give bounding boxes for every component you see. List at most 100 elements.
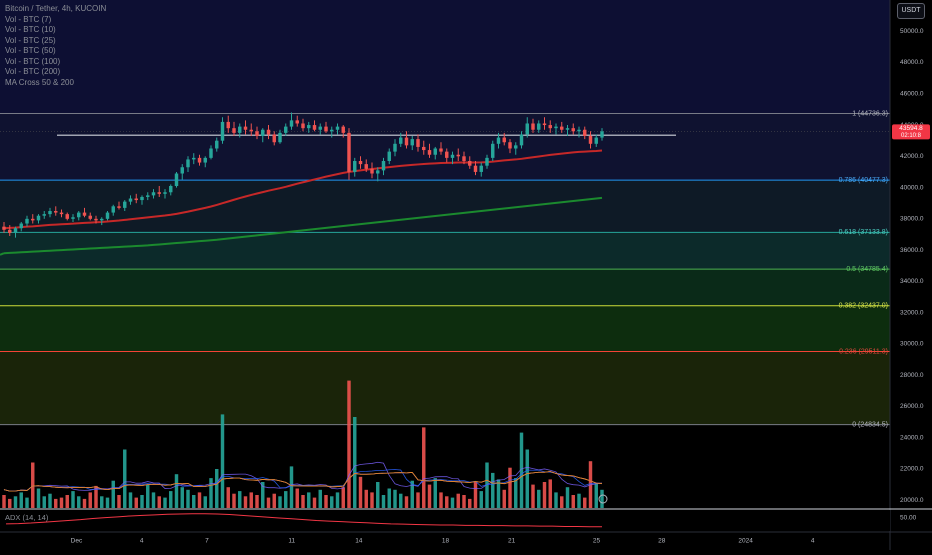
time-axis-label: 18 — [442, 538, 450, 545]
currency-button[interactable]: USDT — [897, 3, 925, 19]
volume-bar — [416, 492, 420, 508]
candle-body — [111, 206, 115, 213]
indicator-ma-cross[interactable]: MA Cross 50 & 200 — [5, 77, 74, 87]
candle-body — [82, 212, 87, 216]
volume-bar — [456, 493, 460, 508]
volume-bar — [347, 380, 351, 508]
volume-bar — [31, 462, 35, 508]
fib-level-label: 0.786 (40477.3) — [839, 177, 888, 184]
volume-bar — [370, 492, 374, 508]
candle-body — [404, 137, 409, 146]
candle-body — [600, 131, 604, 138]
volume-bar — [134, 497, 138, 508]
volume-bar — [157, 496, 161, 508]
fib-level-label: 0.236 (29511.3) — [839, 348, 888, 355]
volume-bar — [289, 466, 294, 508]
volume-bar — [140, 495, 144, 508]
candle-body — [301, 123, 305, 129]
candle-body — [169, 186, 173, 193]
candle-body — [25, 218, 29, 224]
volume-bar — [479, 491, 483, 508]
volume-bar — [496, 479, 501, 508]
candle-body — [140, 196, 144, 201]
volume-bar — [180, 487, 184, 508]
candle-body — [456, 154, 460, 157]
candle-body — [548, 125, 552, 129]
volume-bar — [462, 495, 466, 508]
candle-body — [8, 229, 12, 233]
price-tick: 42000.0 — [900, 153, 924, 160]
candle-body — [174, 173, 179, 187]
volume-bar — [284, 491, 288, 508]
candle-body — [537, 123, 541, 130]
adx-pane — [0, 510, 890, 531]
volume-bar — [42, 496, 46, 508]
candle-body — [192, 157, 196, 160]
candle-body — [571, 128, 575, 132]
candle-body — [514, 145, 518, 149]
candle-body — [422, 146, 426, 151]
volume-bar — [600, 489, 604, 508]
indicator-vol-200[interactable]: Vol - BTC (200) — [5, 67, 61, 76]
volume-bar — [220, 414, 225, 508]
fib-level-label: 0 (24834.5) — [852, 421, 888, 428]
volume-bar — [59, 497, 64, 508]
time-axis-label: 25 — [593, 538, 601, 545]
volume-bar — [353, 417, 357, 508]
candle-body — [65, 214, 69, 219]
time-axis-label: 14 — [355, 538, 363, 545]
candle-body — [88, 215, 92, 219]
volume-bar — [422, 427, 426, 508]
volume-bar — [163, 497, 167, 508]
candle-body — [473, 165, 478, 172]
candle-body — [255, 131, 259, 136]
time-axis-label: 2024 — [738, 538, 753, 545]
candle-body — [318, 126, 322, 130]
volume-bar — [508, 467, 512, 508]
candle-body — [128, 198, 133, 202]
candle-body — [42, 214, 46, 216]
fib-zone — [0, 305, 890, 352]
candle-body — [278, 132, 282, 143]
fib-zone — [0, 269, 890, 306]
volume-bar — [427, 484, 432, 508]
candle-body — [439, 148, 443, 152]
indicator-vol-10[interactable]: Vol - BTC (10) — [5, 25, 56, 34]
price-tick: 50000.0 — [900, 28, 924, 35]
price-tick: 24000.0 — [900, 434, 924, 441]
fib-zone — [0, 232, 890, 270]
time-axis-label: 7 — [205, 538, 209, 545]
candle-body — [307, 125, 311, 129]
volume-bar — [203, 496, 207, 508]
volume-bar — [502, 489, 506, 508]
candle-body — [381, 160, 386, 171]
volume-bar — [399, 493, 403, 508]
volume-bar — [393, 489, 397, 508]
volume-bar — [272, 493, 276, 508]
volume-bar — [226, 487, 230, 508]
sma200-line-ext — [0, 252, 5, 256]
candle-body — [238, 126, 242, 133]
price-tick: 40000.0 — [900, 184, 924, 191]
price-tick: 20000.0 — [900, 497, 924, 504]
indicator-vol-100[interactable]: Vol - BTC (100) — [5, 56, 61, 66]
candle-body — [232, 128, 236, 133]
price-tick: 36000.0 — [900, 247, 924, 254]
indicator-vol-50[interactable]: Vol - BTC (50) — [5, 46, 56, 55]
candle-body — [31, 218, 35, 221]
candle-body — [496, 137, 501, 144]
candle-body — [364, 164, 368, 169]
candle-body — [358, 160, 363, 165]
indicator-vol-7[interactable]: Vol - BTC (7) — [5, 14, 52, 24]
symbol-title[interactable]: Bitcoin / Tether, 4h, KUCOIN — [5, 4, 107, 13]
candle-body — [94, 218, 98, 221]
chart-legend: Bitcoin / Tether, 4h, KUCOIN Vol - BTC (… — [5, 4, 106, 88]
candle-body — [36, 215, 41, 221]
candle-body — [19, 223, 23, 229]
price-tick: 28000.0 — [900, 372, 924, 379]
indicator-vol-25[interactable]: Vol - BTC (25) — [5, 35, 56, 45]
candle-body — [13, 228, 18, 233]
volume-bar — [192, 495, 196, 508]
